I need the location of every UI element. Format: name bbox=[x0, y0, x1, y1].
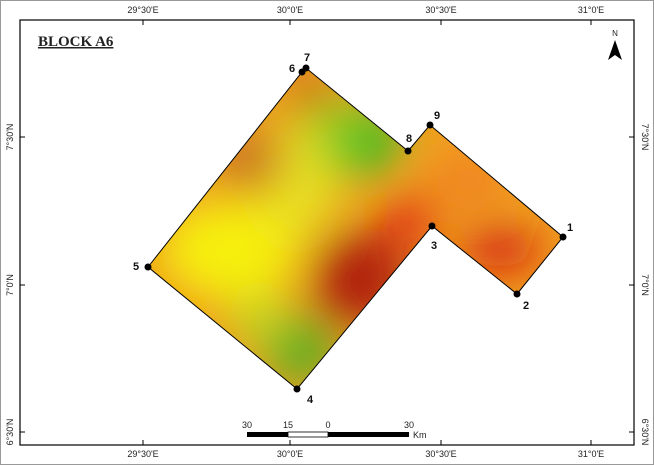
vertex bbox=[144, 263, 152, 271]
latitude-label: 6°30'N bbox=[5, 419, 15, 446]
longitude-label: 30°0'E bbox=[277, 5, 303, 15]
vertex-label: 9 bbox=[434, 110, 440, 122]
latitude-label: 7°0'N bbox=[5, 274, 15, 296]
longitude-label: 30°0'E bbox=[277, 449, 303, 459]
latitude-label: 6°30'N bbox=[640, 419, 650, 446]
vertex-label: 7 bbox=[304, 52, 310, 64]
vertex bbox=[426, 121, 434, 129]
scale-bar bbox=[247, 431, 409, 438]
longitude-label: 29°30'E bbox=[127, 5, 158, 15]
vertex-label: 6 bbox=[289, 63, 295, 75]
scale-label: 30 bbox=[404, 420, 414, 430]
vertex bbox=[513, 290, 521, 298]
latitude-label: 7°0'N bbox=[640, 274, 650, 296]
north-arrow: N bbox=[608, 29, 622, 60]
vertex bbox=[293, 385, 301, 393]
scale-label: 15 bbox=[283, 420, 293, 430]
scale-unit: Km bbox=[413, 430, 427, 440]
vertex-label: 5 bbox=[133, 261, 139, 273]
vertex-label: 2 bbox=[523, 300, 529, 312]
longitude-label: 31°0'E bbox=[578, 449, 604, 459]
vertex bbox=[428, 222, 436, 230]
longitude-label: 30°30'E bbox=[425, 449, 456, 459]
vertex-label: 3 bbox=[431, 240, 437, 252]
latitude-label: 7°30'N bbox=[5, 124, 15, 151]
longitude-label: 31°0'E bbox=[578, 5, 604, 15]
north-label: N bbox=[612, 29, 618, 38]
vertex-label: 8 bbox=[406, 133, 412, 145]
vertex bbox=[302, 64, 310, 72]
vertex-label: 1 bbox=[567, 222, 573, 234]
vertex bbox=[404, 147, 412, 155]
map-title: BLOCK A6 bbox=[38, 34, 114, 50]
longitude-label: 29°30'E bbox=[127, 449, 158, 459]
scale-label: 0 bbox=[325, 420, 330, 430]
vertex bbox=[559, 233, 567, 241]
scale-label: 30 bbox=[242, 420, 252, 430]
longitude-label: 30°30'E bbox=[425, 5, 456, 15]
vertex-label: 4 bbox=[307, 394, 314, 406]
latitude-label: 7°30'N bbox=[640, 124, 650, 151]
